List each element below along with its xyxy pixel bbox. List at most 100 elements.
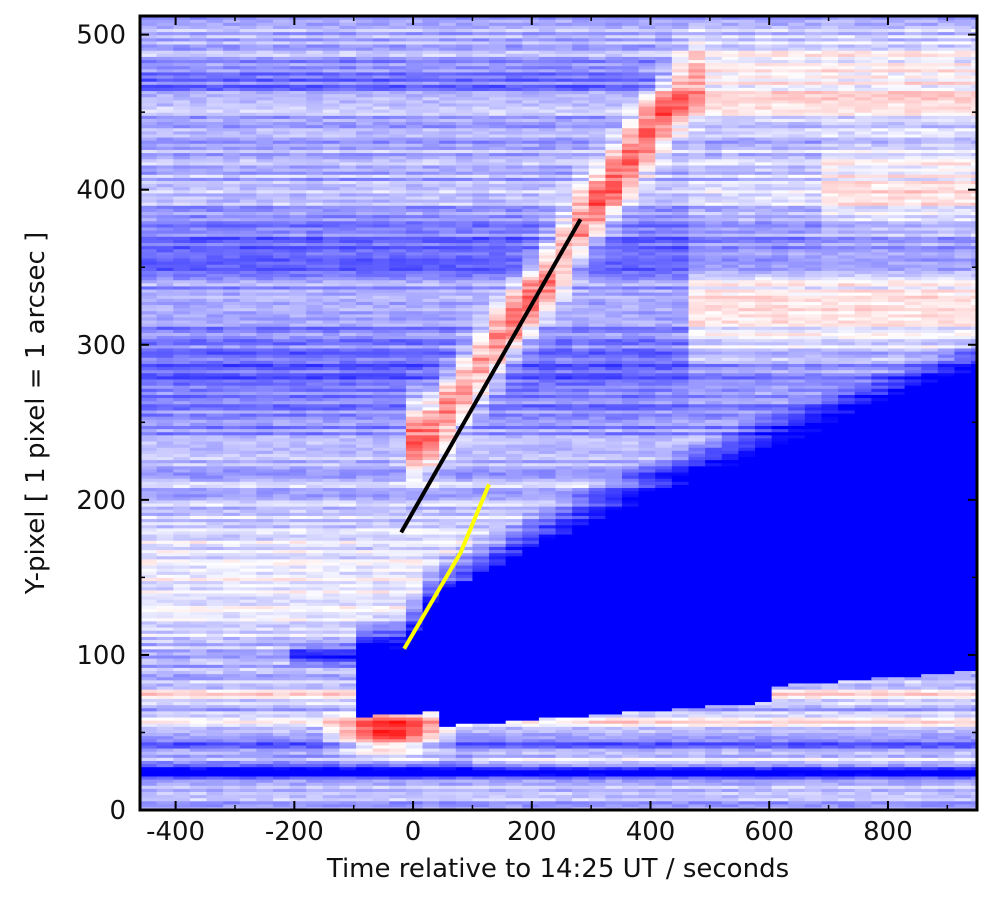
heatmap-cell [804,806,823,810]
heatmap-cell [140,772,158,777]
heatmap-cell [555,803,573,808]
heatmap-cell [904,698,922,703]
heatmap-cell [372,785,390,789]
heatmap-cell [804,778,823,783]
heatmap-cell [422,738,440,743]
heatmap-cell [173,769,191,774]
heatmap-cell [372,778,390,783]
heatmap-cell [754,751,773,755]
heatmap-cell [206,757,224,761]
heatmap-cell [272,760,291,765]
heatmap-cell [422,803,440,808]
heatmap-cell [372,744,390,749]
heatmap-cell [738,695,756,699]
heatmap-cell [439,763,457,768]
heatmap-cell [422,785,440,789]
heatmap-cell [754,735,773,740]
heatmap-cell [854,713,872,718]
heatmap-cell [854,723,872,727]
heatmap-cell [721,754,739,758]
heatmap-cell [339,729,357,734]
heatmap-cell [871,797,889,802]
heatmap-cell [289,682,307,687]
heatmap-cell [173,685,191,690]
heatmap-cell [904,710,922,715]
heatmap-cell [306,738,324,743]
heatmap-cell [921,735,939,740]
heatmap-cell [588,679,606,684]
heatmap-cell [705,729,723,734]
heatmap-cell [538,782,557,786]
heatmap-cell [754,726,773,730]
heatmap-cell [588,692,606,696]
heatmap-cell [555,735,573,740]
heatmap-cell [655,794,673,799]
heatmap-cell [871,729,889,734]
heatmap-cell [671,701,690,706]
heatmap-cell [439,769,457,774]
heatmap-cell [804,726,823,730]
heatmap-cell [555,754,573,758]
heatmap-cell [771,794,789,799]
heatmap-cell [954,707,972,712]
heatmap-cell [173,806,191,810]
heatmap-cell [472,757,490,761]
heatmap-cell [173,744,191,749]
heatmap-cell [322,806,341,810]
heatmap-cell [140,692,158,696]
heatmap-cell [904,782,922,786]
heatmap-cell [887,738,906,743]
heatmap-cell [688,707,706,712]
heatmap-cell [272,794,291,799]
heatmap-cell [422,704,440,709]
heatmap-cell [655,695,673,699]
heatmap-cell [239,803,257,808]
heatmap-cell [339,775,357,780]
heatmap-cell [738,738,756,743]
heatmap-cell [838,695,856,699]
heatmap-cell [289,685,307,690]
heatmap-cell [156,689,174,693]
heatmap-cell [389,704,407,709]
heatmap-cell [605,723,623,727]
heatmap-cell [605,772,623,777]
heatmap-cell [638,788,656,792]
heatmap-cell [522,785,540,789]
heatmap-cell [771,747,789,752]
heatmap-cell [156,735,174,740]
heatmap-cell [788,726,806,730]
heatmap-cell [356,800,374,805]
heatmap-cell [239,797,257,802]
heatmap-cell [372,692,390,696]
heatmap-cell [223,741,241,746]
heatmap-cell [239,782,257,786]
heatmap-cell [489,685,507,690]
heatmap-cell [738,713,756,718]
heatmap-cell [140,800,158,805]
heatmap-cell [538,707,557,712]
heatmap-cell [588,735,606,740]
heatmap-cell [622,698,640,703]
heatmap-cell [156,769,174,774]
heatmap-cell [272,704,291,709]
heatmap-cell [339,726,357,730]
heatmap-cell [638,723,656,727]
heatmap-cell [688,716,706,721]
heatmap-cell [804,803,823,808]
heatmap-cell [339,788,357,792]
heatmap-cell [971,754,977,758]
heatmap-cell [622,701,640,706]
heatmap-cell [572,782,590,786]
heatmap-cell [522,713,540,718]
heatmap-cell [505,704,523,709]
heatmap-cell [572,710,590,715]
heatmap-cell [239,720,257,724]
heatmap-cell [854,682,872,687]
heatmap-cell [937,716,956,721]
heatmap-cell [771,704,789,709]
heatmap-cell [405,769,424,774]
heatmap-cell [256,707,274,712]
heatmap-cell [389,698,407,703]
heatmap-cell [721,806,739,810]
heatmap-cell [622,707,640,712]
